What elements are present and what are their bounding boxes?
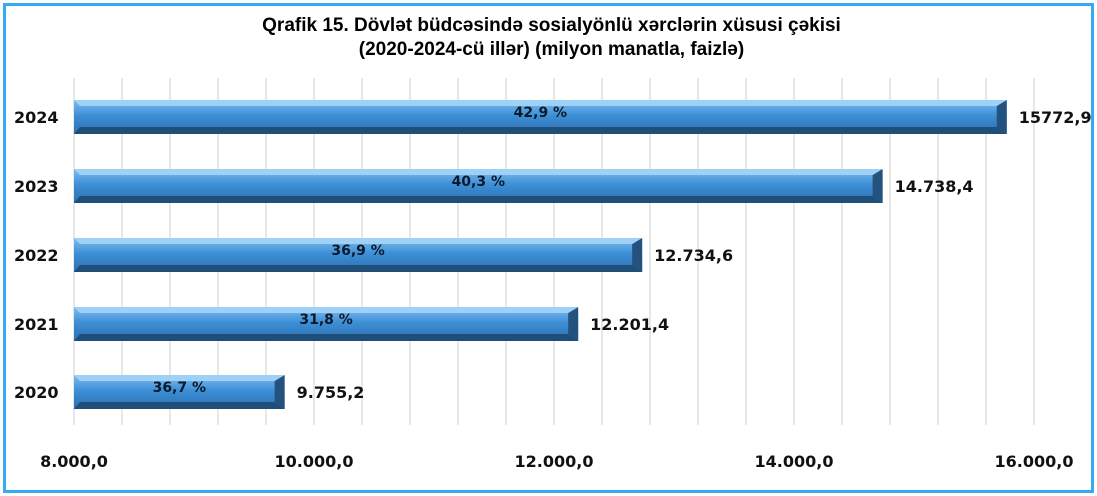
share-label: 40,3 % xyxy=(452,174,505,190)
category-label: 2024 xyxy=(14,108,59,127)
bar-bevel-right xyxy=(568,307,579,341)
bar-bevel-right xyxy=(996,100,1007,134)
share-label: 36,9 % xyxy=(331,243,384,259)
x-tick-label: 8.000,0 xyxy=(40,452,108,471)
value-label: 9.755,2 xyxy=(297,383,365,402)
value-label: 14.738,4 xyxy=(895,177,974,196)
x-tick-label: 10.000,0 xyxy=(275,452,354,471)
bar-bevel-top xyxy=(74,307,579,313)
x-tick-label: 14.000,0 xyxy=(755,452,834,471)
chart-title: Qrafik 15. Dövlət büdcəsində sosialyönlü… xyxy=(6,14,1097,62)
share-label: 31,8 % xyxy=(299,312,352,328)
bar-bevel-top xyxy=(74,169,883,175)
value-label: 15772,9 xyxy=(1019,108,1092,127)
bar-bevel-right xyxy=(872,169,883,203)
bar-bevel-right xyxy=(274,375,285,409)
share-label: 42,9 % xyxy=(514,105,567,121)
x-tick-label: 16.000,0 xyxy=(995,452,1074,471)
bar-bevel-top xyxy=(74,238,643,244)
bar-bevel-top xyxy=(74,100,1007,106)
value-label: 12.734,6 xyxy=(654,246,733,265)
bar-bevel-right xyxy=(632,238,643,272)
bar-bevel-bottom xyxy=(74,196,883,203)
bar-bevel-top xyxy=(74,375,285,381)
bar-bevel-bottom xyxy=(74,265,643,272)
value-label: 12.201,4 xyxy=(590,315,669,334)
chart-title-line1: Qrafik 15. Dövlət büdcəsində sosialyönlü… xyxy=(262,15,841,36)
x-tick-label: 12.000,0 xyxy=(515,452,594,471)
chart-subtitle: (2020-2024-cü illər) (milyon manatla, fa… xyxy=(358,39,745,60)
bar-bevel-bottom xyxy=(74,127,1007,134)
category-label: 2022 xyxy=(14,246,59,265)
category-label: 2021 xyxy=(14,315,59,334)
share-label: 36,7 % xyxy=(153,380,206,396)
bar-bevel-bottom xyxy=(74,402,285,409)
category-label: 2023 xyxy=(14,177,59,196)
bar-bevel-bottom xyxy=(74,334,579,341)
category-label: 2020 xyxy=(14,383,59,402)
